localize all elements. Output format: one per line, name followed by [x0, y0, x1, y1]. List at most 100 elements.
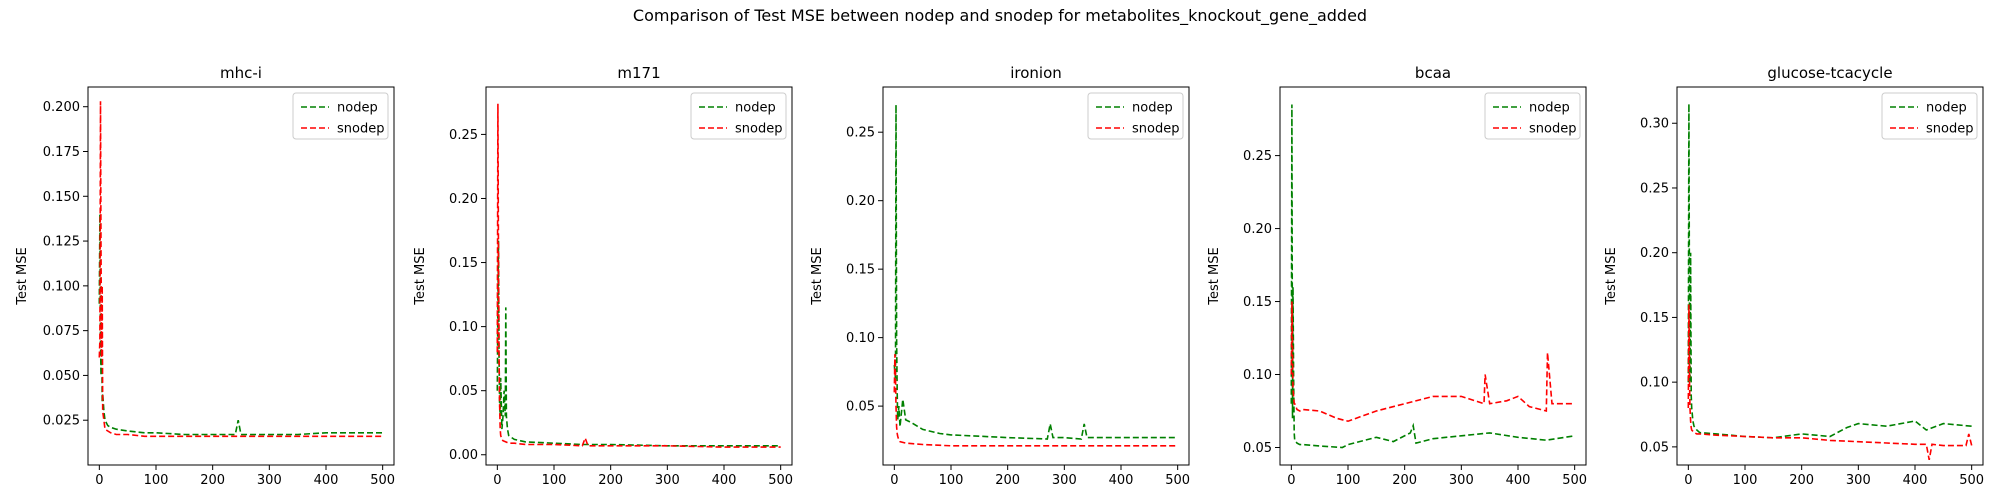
y-tick-label: 0.25 — [1640, 181, 1669, 196]
y-tick-label: 0.150 — [43, 190, 80, 205]
x-tick-label: 500 — [1959, 473, 1984, 488]
y-tick-label: 0.20 — [449, 192, 478, 207]
y-tick-label: 0.10 — [846, 331, 875, 346]
legend-label-nodep: nodep — [337, 101, 378, 116]
y-axis-label: Test MSE — [1207, 247, 1222, 305]
y-tick-label: 0.15 — [1640, 311, 1669, 326]
subplot-title: mhc-i — [220, 64, 262, 82]
x-tick-label: 300 — [1052, 473, 1077, 488]
y-tick-label: 0.25 — [449, 128, 478, 143]
y-tick-label: 0.175 — [43, 145, 80, 160]
plot-frame — [87, 86, 395, 466]
x-tick-label: 200 — [598, 473, 623, 488]
y-tick-label: 0.25 — [1243, 149, 1272, 164]
series-line-nodep — [98, 214, 383, 436]
x-tick-label: 200 — [200, 473, 225, 488]
legend-label-snodep: snodep — [337, 122, 384, 137]
x-tick-label: 400 — [1506, 473, 1531, 488]
series-line-snodep — [1687, 304, 1973, 460]
legend: nodep snodep — [1087, 92, 1184, 140]
x-tick-label: 200 — [1392, 473, 1417, 488]
x-tick-label: 0 — [1684, 473, 1692, 488]
series-line-snodep — [496, 103, 781, 448]
y-tick-label: 0.100 — [43, 279, 80, 294]
x-tick-label: 500 — [370, 473, 395, 488]
legend-label-nodep: nodep — [735, 101, 776, 116]
subplot-title: bcaa — [1415, 64, 1451, 82]
legend-label-snodep: snodep — [1529, 122, 1576, 137]
x-tick-label: 400 — [712, 473, 737, 488]
x-tick-label: 300 — [1846, 473, 1871, 488]
x-tick-label: 500 — [768, 473, 793, 488]
subplot-4: bcaa 0 100 200 300 400 500 0.05 0.10 0.15 0.20 0.25… — [1207, 64, 1587, 488]
plot-frame — [485, 86, 793, 466]
x-tick-label: 500 — [1562, 473, 1587, 488]
y-tick-label: 0.05 — [1243, 441, 1272, 456]
x-tick-label: 100 — [939, 473, 964, 488]
series-line-nodep — [1687, 103, 1972, 439]
y-axis-label: Test MSE — [15, 247, 30, 305]
legend-label-snodep: snodep — [735, 122, 782, 137]
x-tick-label: 300 — [655, 473, 680, 488]
legend-label-snodep: snodep — [1132, 122, 1179, 137]
y-tick-label: 0.050 — [43, 369, 80, 384]
y-tick-label: 0.20 — [846, 194, 875, 209]
series-line-nodep — [496, 240, 781, 447]
x-tick-label: 300 — [1449, 473, 1474, 488]
x-tick-label: 400 — [1903, 473, 1928, 488]
legend: nodep snodep — [690, 92, 787, 140]
y-tick-label: 0.200 — [43, 100, 80, 115]
legend-label-nodep: nodep — [1529, 101, 1570, 116]
legend-box — [1087, 92, 1184, 140]
legend-box — [1881, 92, 1978, 140]
series-line-nodep — [893, 104, 1178, 440]
y-tick-label: 0.10 — [1640, 376, 1669, 391]
y-tick-label: 0.15 — [449, 256, 478, 271]
y-tick-label: 0.25 — [846, 126, 875, 141]
x-tick-label: 500 — [1165, 473, 1190, 488]
series-line-snodep — [1290, 301, 1575, 423]
y-tick-label: 0.05 — [846, 400, 875, 415]
legend-box — [1484, 92, 1581, 140]
legend-label-nodep: nodep — [1132, 101, 1173, 116]
y-tick-label: 0.125 — [43, 235, 80, 250]
x-tick-label: 100 — [542, 473, 567, 488]
legend: nodep snodep — [292, 92, 389, 140]
y-tick-label: 0.05 — [1640, 440, 1669, 455]
plot-frame — [1279, 86, 1587, 466]
legend-box — [690, 92, 787, 140]
x-tick-label: 400 — [314, 473, 339, 488]
subplot-title: m171 — [617, 64, 660, 82]
legend: nodep snodep — [1484, 92, 1581, 140]
subplot-1: mhc-i 0 100 200 300 400 500 0.025 0.050 0.075 0.10… — [15, 64, 395, 488]
y-axis-label: Test MSE — [413, 247, 428, 305]
y-tick-label: 0.30 — [1640, 117, 1669, 132]
subplot-5: glucose-tcacycle 0 100 200 300 400 500 0.05 0.10… — [1604, 64, 1984, 488]
series-line-snodep — [98, 101, 383, 438]
legend-label-snodep: snodep — [1926, 122, 1973, 137]
plot-frame — [1676, 86, 1984, 466]
x-tick-label: 200 — [995, 473, 1020, 488]
x-tick-label: 0 — [493, 473, 501, 488]
y-tick-label: 0.00 — [449, 448, 478, 463]
x-tick-label: 300 — [257, 473, 282, 488]
x-tick-label: 400 — [1109, 473, 1134, 488]
subplot-title: glucose-tcacycle — [1767, 64, 1892, 82]
y-axis-label: Test MSE — [810, 247, 825, 305]
x-tick-label: 200 — [1789, 473, 1814, 488]
x-tick-label: 100 — [144, 473, 169, 488]
subplot-title: ironion — [1010, 64, 1062, 82]
legend: nodep snodep — [1881, 92, 1978, 140]
x-tick-label: 100 — [1336, 473, 1361, 488]
y-tick-label: 0.20 — [1640, 246, 1669, 261]
x-tick-label: 100 — [1733, 473, 1758, 488]
y-tick-label: 0.15 — [1243, 295, 1272, 310]
y-tick-label: 0.075 — [43, 324, 80, 339]
y-tick-label: 0.20 — [1243, 222, 1272, 237]
y-tick-label: 0.10 — [449, 320, 478, 335]
subplot-2: m171 0 100 200 300 400 500 0.00 0.05 0.10 0.15 0.20… — [413, 64, 793, 488]
y-tick-label: 0.15 — [846, 263, 875, 278]
subplot-3: ironion 0 100 200 300 400 500 0.05 0.10 0.15 0.20 0… — [810, 64, 1190, 488]
